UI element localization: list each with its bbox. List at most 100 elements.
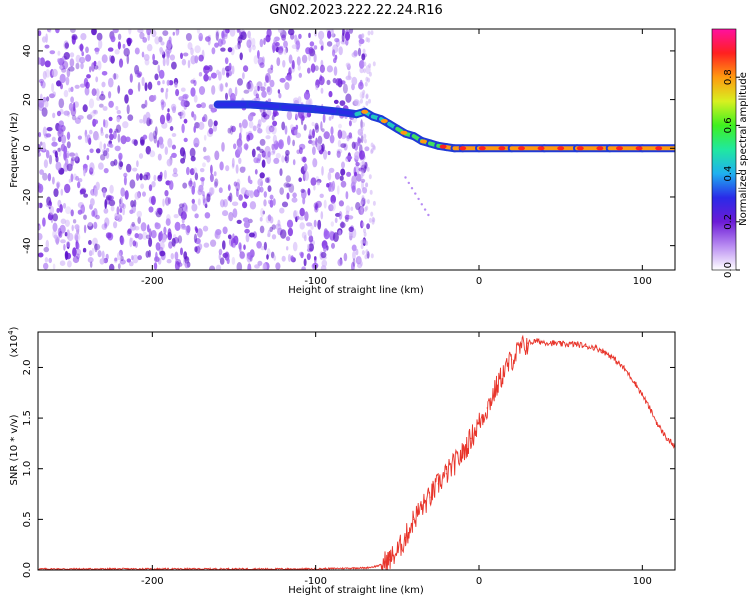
noise-speck [169,126,174,131]
noise-speck [354,171,358,177]
noise-speck [363,68,366,74]
noise-speck [237,78,243,86]
noise-speck [105,194,112,201]
noise-speck [335,78,341,86]
noise-speck [57,147,61,152]
noise-speck [294,129,298,136]
figure-title: GN02.2023.222.22.24.R16 [269,3,443,18]
noise-speck [70,209,74,217]
noise-speck [159,171,163,178]
snr-point [592,346,594,348]
noise-speck [152,60,159,66]
noise-speck [357,47,362,57]
noise-speck [303,163,308,172]
noise-speck [366,166,370,172]
noise-speck [267,151,271,158]
noise-speck [341,32,345,43]
noise-speck [282,60,286,68]
noise-speck [360,201,364,207]
noise-speck [89,261,93,268]
noise-speck [132,254,139,264]
noise-speck [85,54,92,62]
noise-speck [72,255,80,264]
noise-speck [63,183,71,194]
noise-speck [119,259,126,265]
noise-speck [136,160,139,168]
noise-speck [345,191,349,200]
noise-speck [77,135,82,140]
noise-speck [133,199,137,208]
noise-speck [77,181,81,189]
noise-speck [148,184,153,192]
noise-speck [105,133,109,139]
noise-speck [210,164,213,175]
noise-speck [263,199,267,207]
noise-speck [236,262,243,270]
noise-speck [203,134,207,141]
noise-speck [331,29,334,38]
noise-speck [246,39,252,48]
spectrogram-cells [38,29,675,270]
noise-speck [190,156,196,162]
noise-speck [52,213,58,222]
noise-speck [60,239,66,244]
noise-speck [358,81,364,90]
noise-speck [194,172,199,181]
noise-speck [101,54,108,64]
noise-speck [84,133,88,144]
noise-speck [285,183,292,188]
noise-speck [243,221,250,229]
noise-speck [88,98,95,109]
noise-speck [233,181,238,187]
noise-speck [283,48,288,55]
noise-speck [359,67,364,74]
noise-speck [198,121,205,130]
noise-speck [51,68,58,77]
noise-speck [65,206,72,215]
noise-speck [306,253,311,261]
noise-speck [370,148,374,153]
noise-speck [98,162,104,170]
noise-speck [54,150,58,158]
noise-speck [108,100,114,108]
noise-speck [82,247,87,253]
noise-speck [110,55,115,64]
noise-speck [266,86,271,93]
noise-speck [57,58,61,63]
snr-point [584,345,586,347]
noise-speck [213,171,217,177]
noise-speck [288,183,295,193]
noise-speck [227,184,231,192]
noise-speck [55,29,60,34]
noise-speck [157,153,162,161]
noise-speck [130,200,135,208]
noise-speck [328,116,332,121]
noise-speck [114,257,118,262]
noise-speck [215,229,222,236]
noise-speck [242,166,246,172]
noise-speck [38,183,44,193]
noise-speck [46,96,50,102]
noise-speck [58,124,63,135]
noise-speck [74,224,80,230]
noise-speck [278,139,284,150]
noise-speck [298,216,304,221]
noise-speck [259,225,265,234]
noise-speck [228,237,235,247]
noise-speck [281,255,286,262]
noise-speck [193,94,198,103]
noise-speck [56,80,62,87]
noise-speck [327,171,332,181]
noise-speck [63,243,66,251]
noise-speck [102,106,108,111]
noise-speck [269,199,274,208]
noise-speck [279,77,286,83]
noise-speck [93,187,98,197]
noise-speck [157,80,161,86]
ridge-core [281,104,318,112]
noise-speck [127,228,132,235]
noise-speck [74,84,80,89]
noise-speck [108,128,113,134]
noise-speck [171,152,177,158]
noise-speck [207,37,211,46]
